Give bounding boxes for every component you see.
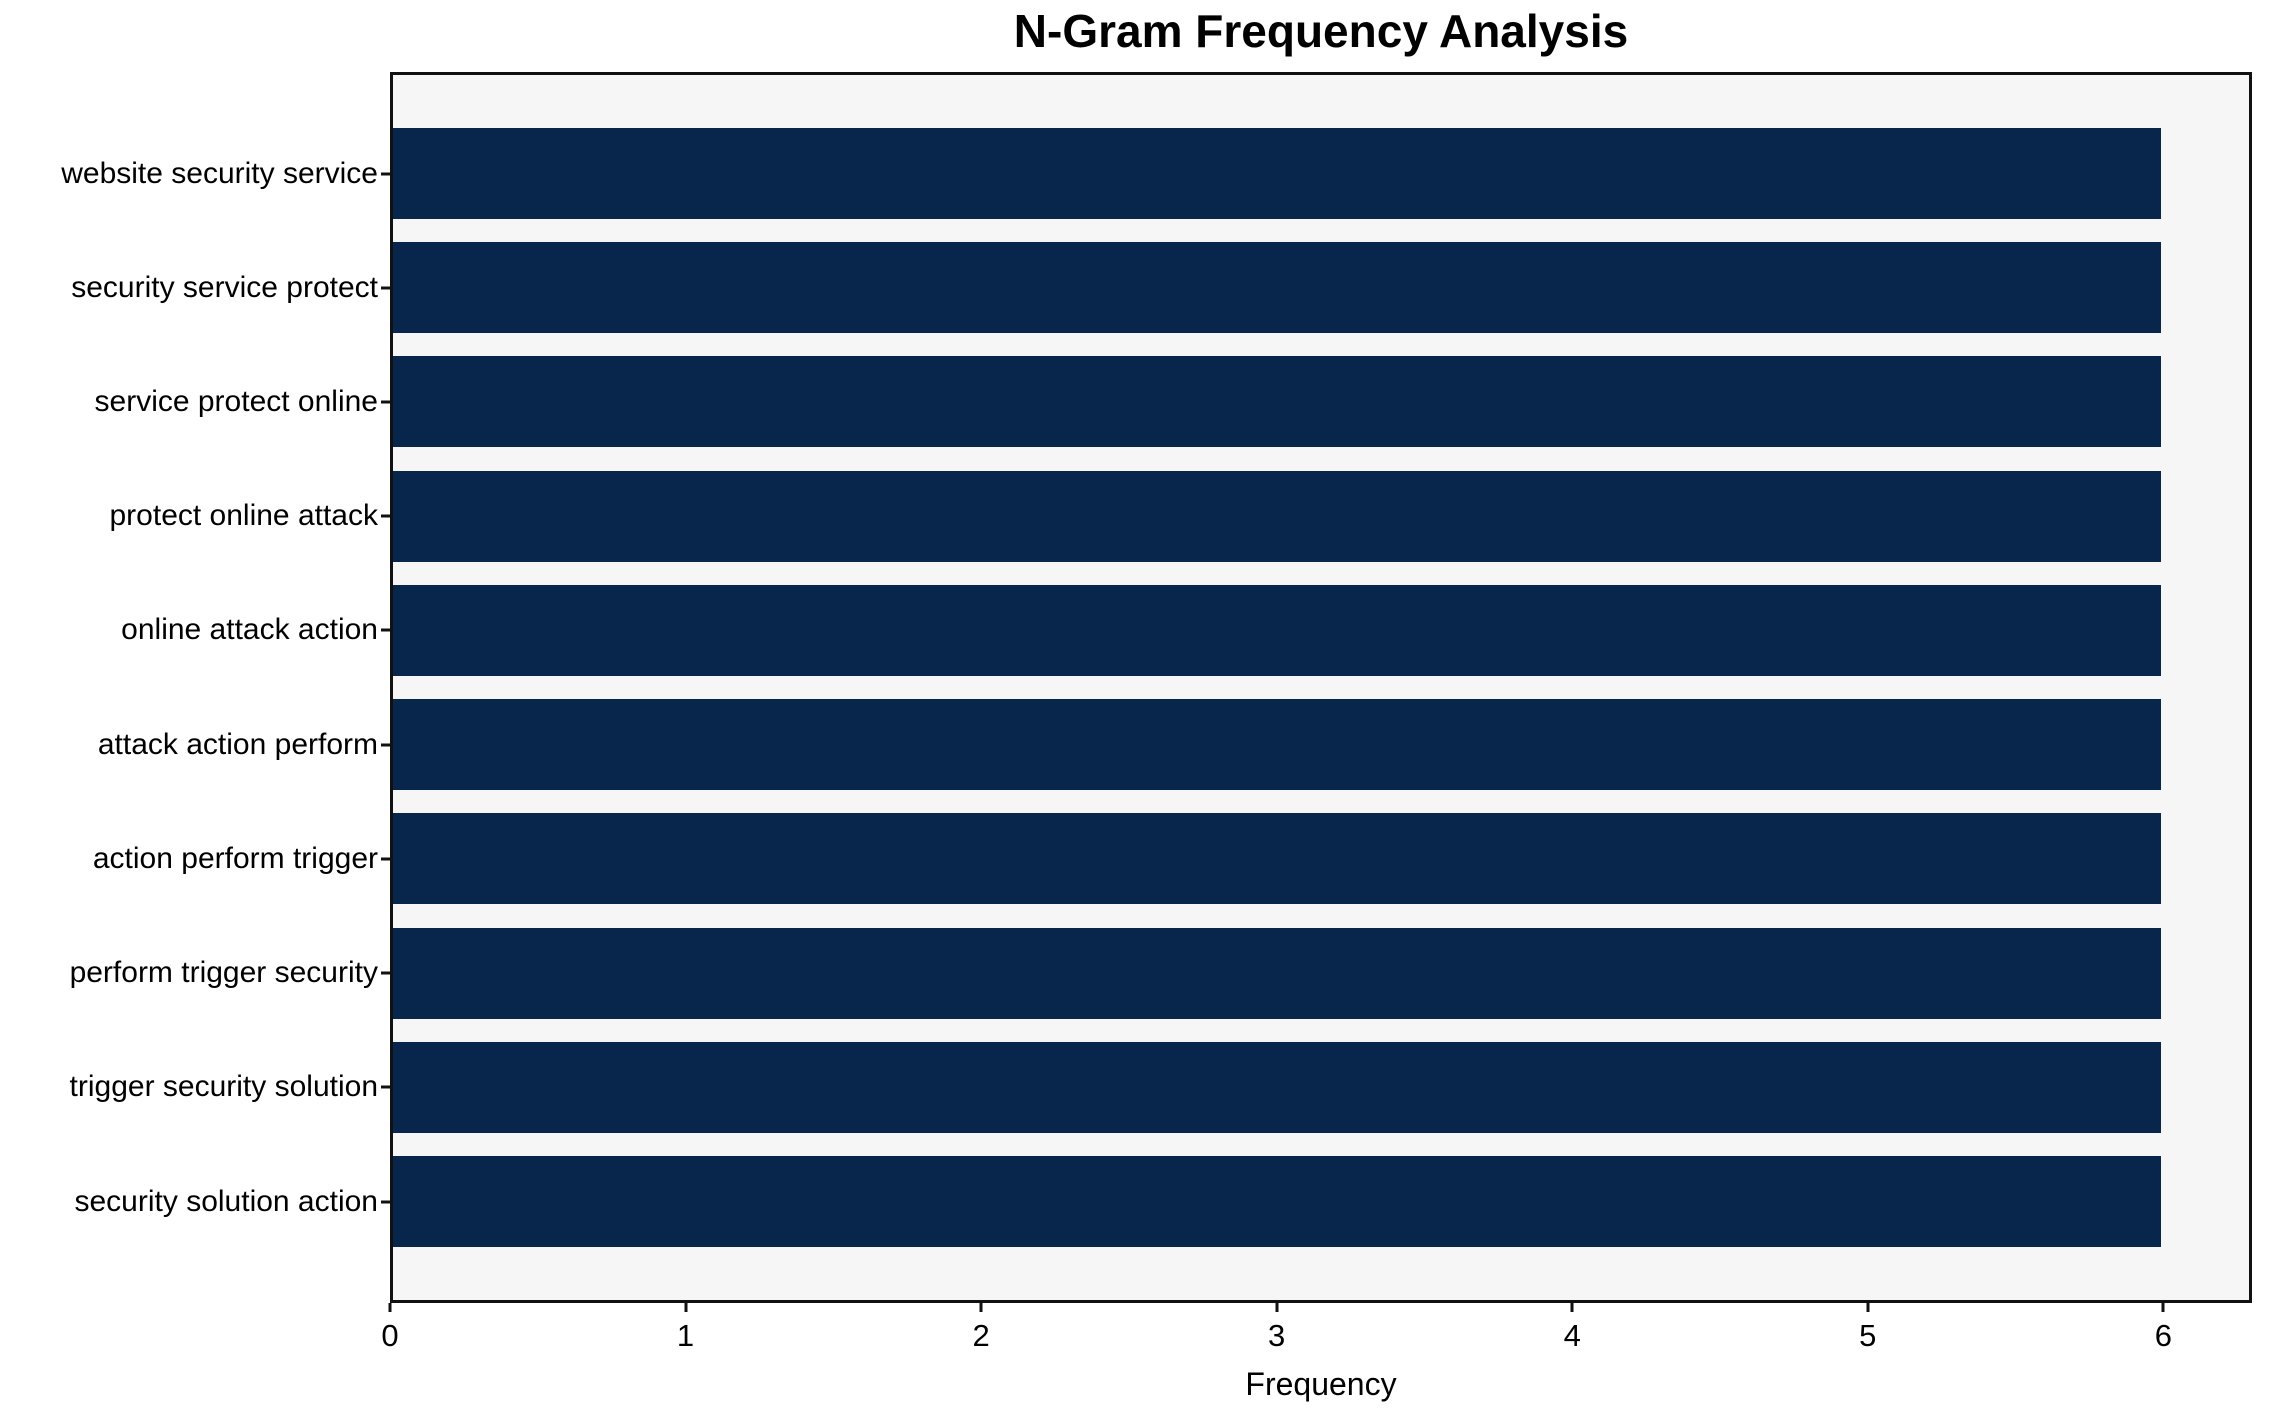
bar-attack-action-perform — [393, 699, 2161, 791]
x-tick-mark — [1866, 1303, 1870, 1312]
bar-service-protect-online — [393, 356, 2161, 448]
y-tick-label: perform trigger security — [69, 956, 378, 990]
x-tick-mark — [388, 1303, 392, 1312]
y-tick-mark — [381, 514, 390, 518]
bar-security-solution-action — [393, 1156, 2161, 1247]
y-tick-label: online attack action — [121, 613, 378, 647]
x-tick-mark — [2161, 1303, 2165, 1312]
y-tick-mark — [381, 857, 390, 861]
bar-security-service-protect — [393, 242, 2161, 334]
y-tick-label: action perform trigger — [92, 841, 378, 875]
x-tick-mark — [1570, 1303, 1574, 1312]
bar-perform-trigger-security — [393, 927, 2161, 1019]
y-tick-mark — [381, 628, 390, 632]
y-tick-label: service protect online — [94, 384, 378, 418]
x-tick-label: 3 — [1268, 1318, 1286, 1353]
bar-online-attack-action — [393, 584, 2161, 676]
bar-website-security-service — [393, 128, 2161, 219]
x-tick-label: 2 — [972, 1318, 990, 1353]
x-tick-label: 0 — [381, 1318, 399, 1353]
chart-title: N-Gram Frequency Analysis — [1013, 5, 1629, 57]
y-tick-label: security solution action — [74, 1184, 379, 1218]
y-tick-label: security service protect — [71, 270, 378, 304]
bar-trigger-security-solution — [393, 1041, 2161, 1133]
x-tick-label: 1 — [676, 1318, 695, 1353]
y-tick-mark — [381, 286, 390, 290]
y-tick-mark — [381, 400, 390, 404]
x-tick-label: 5 — [1859, 1318, 1877, 1353]
x-tick-label: 4 — [1563, 1318, 1581, 1353]
bar-action-perform-trigger — [393, 813, 2161, 905]
y-tick-label: website security service — [61, 156, 378, 190]
x-tick-mark — [979, 1303, 983, 1312]
y-tick-label: trigger security solution — [69, 1070, 378, 1104]
y-tick-mark — [381, 1085, 390, 1089]
x-tick-mark — [684, 1303, 688, 1312]
bar-protect-online-attack — [393, 470, 2161, 562]
y-tick-mark — [381, 172, 390, 175]
x-axis-title: Frequency — [1245, 1366, 1397, 1402]
y-tick-label: attack action perform — [97, 727, 378, 761]
y-tick-mark — [381, 971, 390, 975]
y-tick-mark — [381, 743, 390, 747]
x-tick-mark — [1275, 1303, 1279, 1312]
y-tick-label: protect online attack — [109, 499, 379, 533]
y-tick-mark — [381, 1200, 390, 1203]
plot-area — [390, 72, 2252, 1303]
x-tick-label: 6 — [2154, 1318, 2172, 1353]
